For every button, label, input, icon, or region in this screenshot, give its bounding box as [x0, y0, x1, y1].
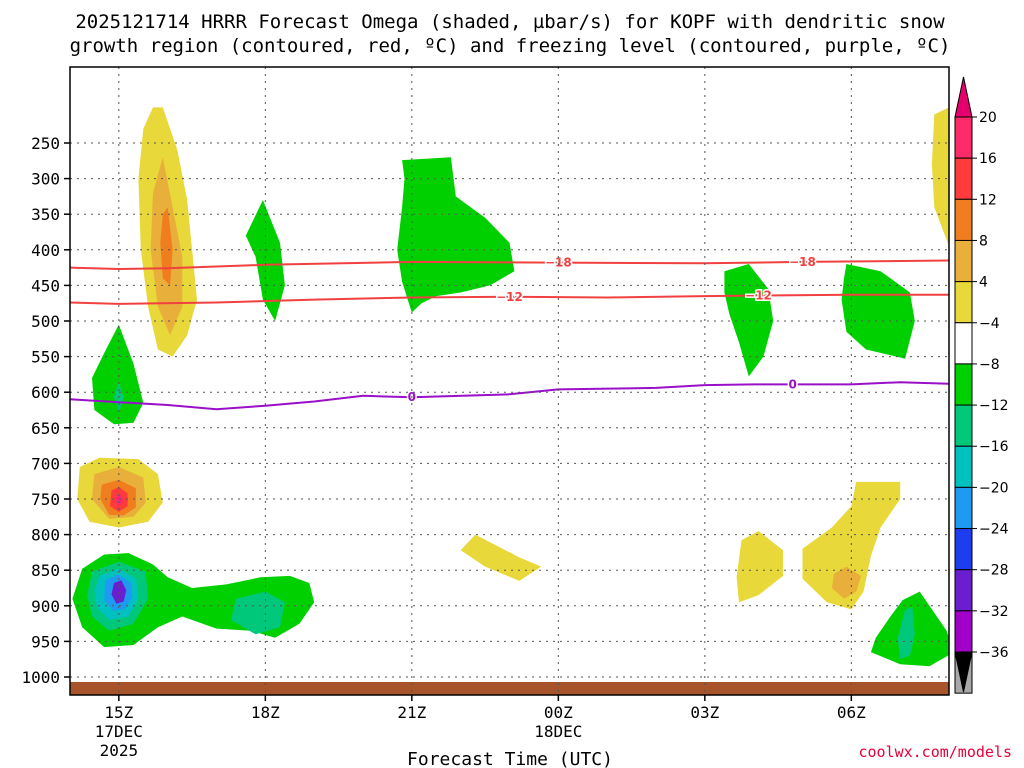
y-tick-label: 750 — [31, 490, 60, 509]
y-tick-label: 300 — [31, 170, 60, 189]
contour-line — [70, 381, 949, 411]
colorbar-label: −24 — [979, 522, 1009, 538]
colorbar-label: −4 — [979, 316, 1000, 332]
omega-region — [245, 200, 285, 321]
colorbar-label: 12 — [979, 192, 997, 208]
colorbar-label: −32 — [979, 604, 1009, 620]
colorbar-label: −8 — [979, 357, 1000, 373]
colorbar-swatch — [954, 116, 973, 159]
y-tick-label: 550 — [31, 348, 60, 367]
y-tick-label: 900 — [31, 597, 60, 616]
omega-region — [231, 591, 285, 635]
colorbar-bottom-arrow — [954, 651, 973, 693]
colorbar-label: 16 — [979, 151, 997, 167]
x-tick-label: 21Z — [397, 703, 426, 722]
omega-region — [160, 207, 173, 286]
contour-line — [70, 259, 949, 271]
colorbar-swatch — [954, 486, 973, 530]
omega-region — [92, 324, 144, 425]
plot-area: −18 −18−12 −120025030035040045050055060065… — [21, 66, 950, 760]
colorbar-swatch — [954, 198, 973, 241]
colorbar-label: −20 — [979, 480, 1009, 496]
colorbar-swatch — [954, 569, 973, 612]
omega-region — [460, 534, 542, 581]
omega-region — [931, 107, 949, 247]
x-tick-label: 06Z — [837, 703, 866, 722]
colorbar-swatch — [954, 445, 973, 488]
omega-region — [841, 264, 915, 359]
omega-region — [724, 264, 774, 377]
y-tick-label: 850 — [31, 561, 60, 580]
x-tick-label: 18Z — [251, 703, 280, 722]
contour-label: −18 — [545, 256, 572, 270]
omega-region — [802, 481, 901, 610]
contour-label: 0 — [789, 377, 797, 391]
x-tick-label: 03Z — [690, 703, 719, 722]
contour-label: −18 — [789, 255, 816, 269]
colorbar-swatch — [954, 322, 973, 365]
x-tick-label: 00Z — [544, 703, 573, 722]
y-tick-label: 400 — [31, 241, 60, 260]
chart-title-line1: 2025121714 HRRR Forecast Omega (shaded, … — [75, 11, 945, 33]
omega-region — [114, 494, 124, 507]
colorbar: 20 16 12 8 4 −4 −8 −12 −16 −20 −24 −28 −32 −36 — [954, 76, 1009, 694]
colorbar-swatch — [954, 404, 973, 447]
contour-label: −12 — [745, 289, 772, 303]
y-tick-label: 1000 — [21, 668, 60, 687]
y-tick-label: 700 — [31, 454, 60, 473]
colorbar-label: −28 — [979, 563, 1009, 579]
colorbar-swatch — [954, 363, 973, 406]
terrain-band — [70, 682, 949, 695]
y-tick-label: 350 — [31, 205, 60, 224]
colorbar-swatch — [954, 157, 973, 200]
colorbar-label: 8 — [979, 233, 988, 249]
credit-link[interactable]: coolwx.com/models — [858, 743, 1012, 761]
plot-frame — [69, 66, 950, 696]
y-tick-label: 250 — [31, 134, 60, 153]
y-tick-label: 950 — [31, 632, 60, 651]
omega-region — [397, 157, 515, 313]
contour-line — [70, 293, 949, 305]
omega-region — [736, 531, 783, 603]
omega-region — [831, 566, 862, 599]
x-tick-label: 15Z — [104, 703, 133, 722]
x-tick-date: 17DEC — [95, 722, 143, 741]
colorbar-top-arrow — [954, 76, 973, 118]
x-tick-year: 2025 — [100, 741, 139, 760]
y-tick-label: 450 — [31, 276, 60, 295]
colorbar-label: −12 — [979, 398, 1009, 414]
colorbar-label: 20 — [979, 110, 997, 126]
y-tick-label: 600 — [31, 383, 60, 402]
colorbar-swatch — [954, 281, 973, 324]
colorbar-swatch — [954, 610, 973, 653]
y-tick-label: 800 — [31, 526, 60, 545]
y-tick-label: 650 — [31, 419, 60, 438]
colorbar-swatch — [954, 239, 973, 283]
chart-title-line2: growth region (contoured, red, ºC) and f… — [70, 35, 951, 57]
colorbar-label: 4 — [979, 275, 988, 291]
x-tick-date: 18DEC — [534, 722, 582, 741]
x-axis-label: Forecast Time (UTC) — [407, 749, 613, 768]
omega-region — [897, 607, 915, 660]
y-tick-label: 500 — [31, 312, 60, 331]
colorbar-swatch — [954, 528, 973, 571]
contour-label: −12 — [496, 290, 523, 304]
colorbar-label: −36 — [979, 645, 1009, 661]
colorbar-label: −16 — [979, 439, 1009, 455]
omega-region — [111, 580, 127, 604]
